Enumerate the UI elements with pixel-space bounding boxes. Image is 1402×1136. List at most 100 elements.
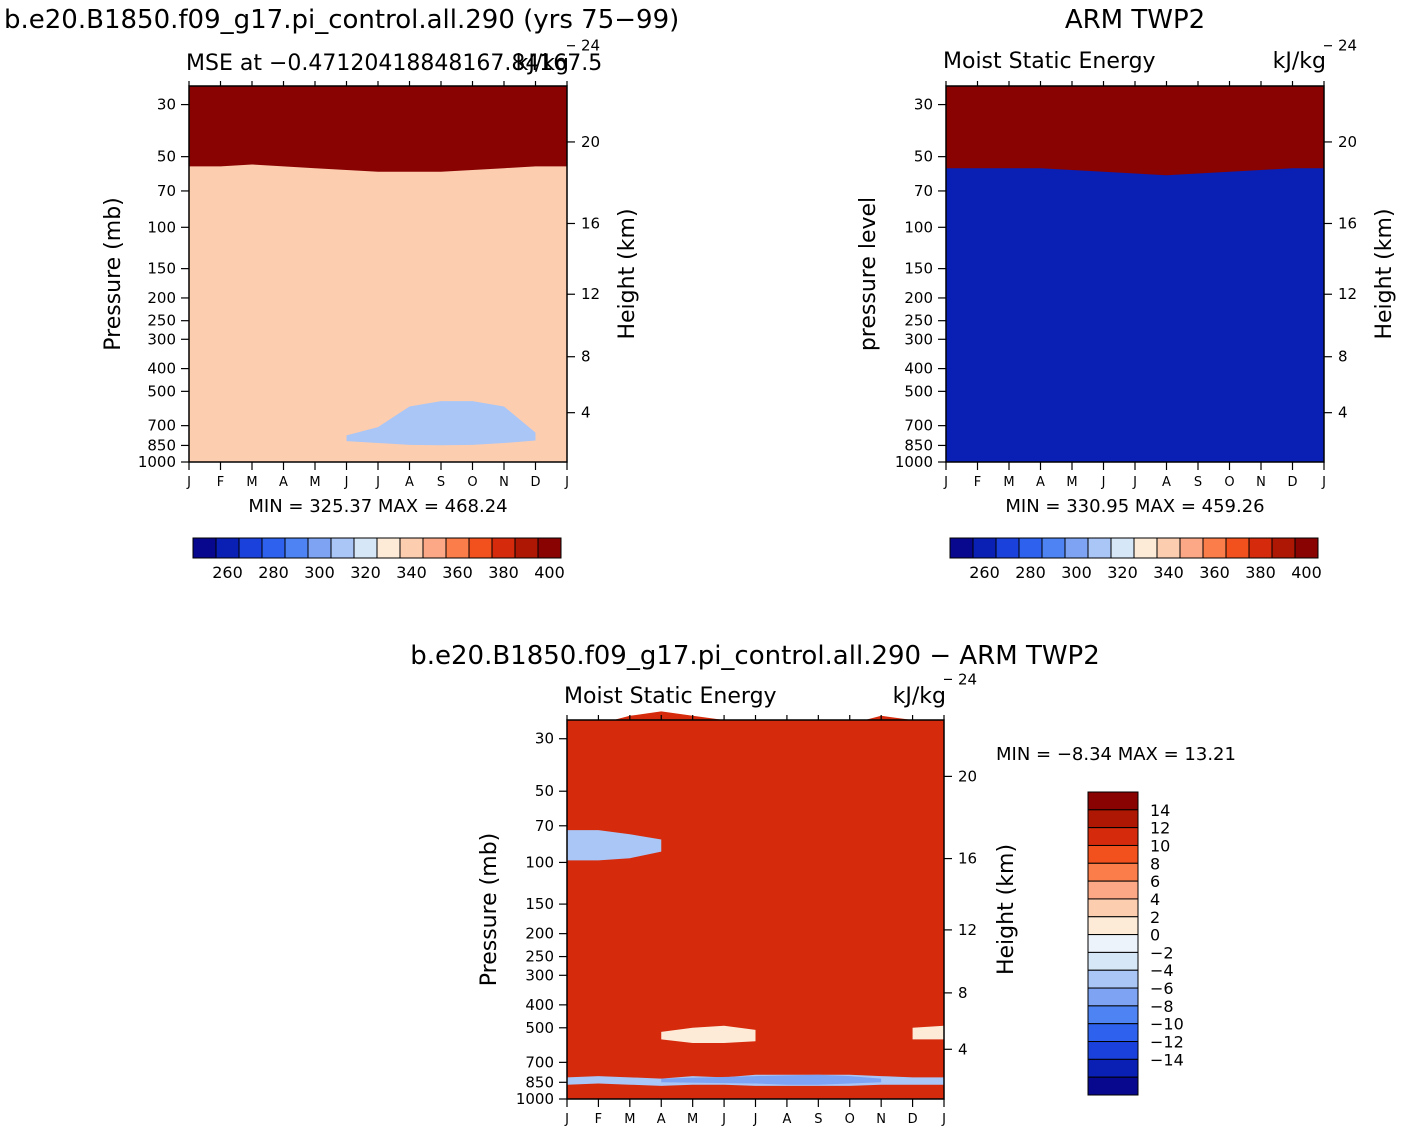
colorbar-tick-label: 300 bbox=[1061, 563, 1092, 582]
colorbar-swatch bbox=[1087, 827, 1139, 846]
x-tick-label: J bbox=[186, 475, 191, 490]
colorbar-tick-label: 260 bbox=[212, 563, 243, 582]
x-tick-label: O bbox=[1224, 475, 1234, 490]
y-tick-label: 500 bbox=[525, 1019, 554, 1037]
y-tick-label: 70 bbox=[535, 817, 554, 835]
panel-subtitle-right: kJ/kg bbox=[516, 51, 569, 76]
x-tick-label: J bbox=[941, 1112, 946, 1127]
colorbar-tick-label: −6 bbox=[1150, 979, 1174, 998]
contour-band-12 bbox=[567, 711, 944, 1099]
y-tick-label: 100 bbox=[904, 218, 933, 236]
x-tick-label: M bbox=[624, 1112, 635, 1127]
y-tick-label: 50 bbox=[535, 782, 554, 800]
colorbar-swatch bbox=[1087, 1058, 1139, 1078]
y-tick-label: 500 bbox=[904, 382, 933, 400]
colorbar-swatch bbox=[1087, 791, 1139, 811]
x-tick-label: A bbox=[279, 475, 288, 490]
y-tick-label: 400 bbox=[525, 996, 554, 1014]
colorbar-swatch bbox=[1064, 537, 1089, 559]
contour-blob-2 bbox=[661, 1074, 882, 1085]
panel-title: b.e20.B1850.f09_g17.pi_control.all.290 −… bbox=[410, 641, 1100, 671]
x-tick-label: A bbox=[1036, 475, 1045, 490]
y-right-tick-label: 12 bbox=[958, 921, 977, 939]
panel-subtitle-left: MSE at −0.47120418848167.84167.5 bbox=[186, 51, 602, 76]
colorbar-tick-label: 10 bbox=[1150, 836, 1170, 855]
y-right-tick-label: 16 bbox=[958, 850, 977, 868]
contour-band-6 bbox=[189, 164, 567, 462]
x-tick-label: N bbox=[1256, 475, 1266, 490]
colorbar-tick-label: −4 bbox=[1150, 961, 1174, 980]
colorbar-swatch bbox=[1133, 537, 1158, 559]
x-tick-label: J bbox=[564, 475, 569, 490]
contour-blob-5 bbox=[912, 1025, 944, 1040]
x-tick-label: J bbox=[1321, 475, 1326, 490]
colorbar-swatch bbox=[1087, 916, 1139, 936]
panel-obs: J F M A M J J A S O N D J305070100150200250300400500… bbox=[856, 5, 1397, 582]
y-tick-label: 400 bbox=[904, 360, 933, 378]
colorbar-swatch bbox=[995, 537, 1020, 559]
colorbar-tick-label: 360 bbox=[442, 563, 473, 582]
colorbar-swatch bbox=[1087, 862, 1139, 882]
x-tick-label: M bbox=[1003, 475, 1014, 490]
colorbar-swatch bbox=[514, 537, 539, 559]
min-max-text: MIN = 325.37 MAX = 468.24 bbox=[248, 496, 507, 517]
colorbar-swatch bbox=[1202, 537, 1227, 559]
y-right-tick-label: 20 bbox=[1338, 133, 1357, 151]
colorbar-swatch bbox=[215, 537, 240, 559]
x-tick-label: M bbox=[687, 1112, 698, 1127]
y-right-tick-label: 12 bbox=[1338, 285, 1357, 303]
colorbar-tick-label: 280 bbox=[1015, 563, 1046, 582]
x-tick-label: D bbox=[908, 1112, 918, 1127]
colorbar-tick-label: 2 bbox=[1150, 908, 1160, 927]
colorbar-swatch bbox=[1087, 1076, 1139, 1096]
contour-blob-0 bbox=[346, 401, 536, 446]
colorbar-tick-label: 340 bbox=[1153, 563, 1184, 582]
x-tick-label: M bbox=[246, 475, 257, 490]
colorbar-swatch bbox=[1087, 1005, 1139, 1025]
y-tick-label: 200 bbox=[525, 925, 554, 943]
colorbar-tick-label: 340 bbox=[396, 563, 427, 582]
y-right-axis-label: Height (km) bbox=[615, 208, 640, 339]
colorbar-swatch bbox=[1294, 537, 1319, 559]
y-tick-label: 50 bbox=[914, 148, 933, 166]
y-right-tick-label: 16 bbox=[581, 214, 600, 232]
colorbar-tick-label: 260 bbox=[969, 563, 1000, 582]
y-right-tick-label: 4 bbox=[1338, 404, 1348, 422]
colorbar-tick-label: 12 bbox=[1150, 819, 1170, 838]
colorbar-swatch bbox=[1225, 537, 1250, 559]
y-tick-label: 250 bbox=[147, 312, 176, 330]
colorbar-tick-label: 8 bbox=[1150, 854, 1160, 873]
y-tick-label: 70 bbox=[914, 182, 933, 200]
colorbar-swatch bbox=[445, 537, 470, 559]
y-tick-label: 500 bbox=[147, 382, 176, 400]
colorbar-swatch bbox=[1087, 880, 1139, 900]
colorbar-tick-label: 320 bbox=[1107, 563, 1138, 582]
x-tick-label: M bbox=[1066, 475, 1077, 490]
colorbar-swatch bbox=[261, 537, 286, 559]
x-tick-label: S bbox=[814, 1112, 822, 1127]
x-tick-label: J bbox=[375, 475, 380, 490]
y-tick-label: 30 bbox=[535, 730, 554, 748]
y-tick-label: 30 bbox=[914, 96, 933, 114]
panel-subtitle-right: kJ/kg bbox=[1273, 49, 1326, 74]
y-tick-label: 300 bbox=[147, 330, 176, 348]
contour-blob-0 bbox=[567, 830, 662, 861]
colorbar-swatch bbox=[1087, 809, 1139, 829]
y-tick-label: 850 bbox=[904, 436, 933, 454]
x-tick-label: J bbox=[1132, 475, 1137, 490]
y-axis-label: pressure level bbox=[856, 197, 881, 351]
colorbar-swatch bbox=[422, 537, 447, 559]
colorbar-swatch bbox=[1087, 934, 1139, 953]
colorbar-swatch bbox=[1087, 1023, 1139, 1043]
colorbar-swatch bbox=[1087, 844, 1139, 864]
y-right-tick-label: 8 bbox=[958, 984, 968, 1002]
y-tick-label: 50 bbox=[157, 148, 176, 166]
x-tick-label: N bbox=[499, 475, 509, 490]
panel-subtitle-left: Moist Static Energy bbox=[943, 49, 1156, 74]
panel-model: J F M A M J J A S O N D J305070100150200250300400500… bbox=[4, 5, 679, 582]
colorbar-swatch bbox=[1087, 537, 1112, 559]
y-tick-label: 700 bbox=[147, 417, 176, 435]
y-tick-label: 100 bbox=[147, 218, 176, 236]
y-right-tick-label: 20 bbox=[581, 133, 600, 151]
colorbar-swatch bbox=[972, 537, 997, 559]
